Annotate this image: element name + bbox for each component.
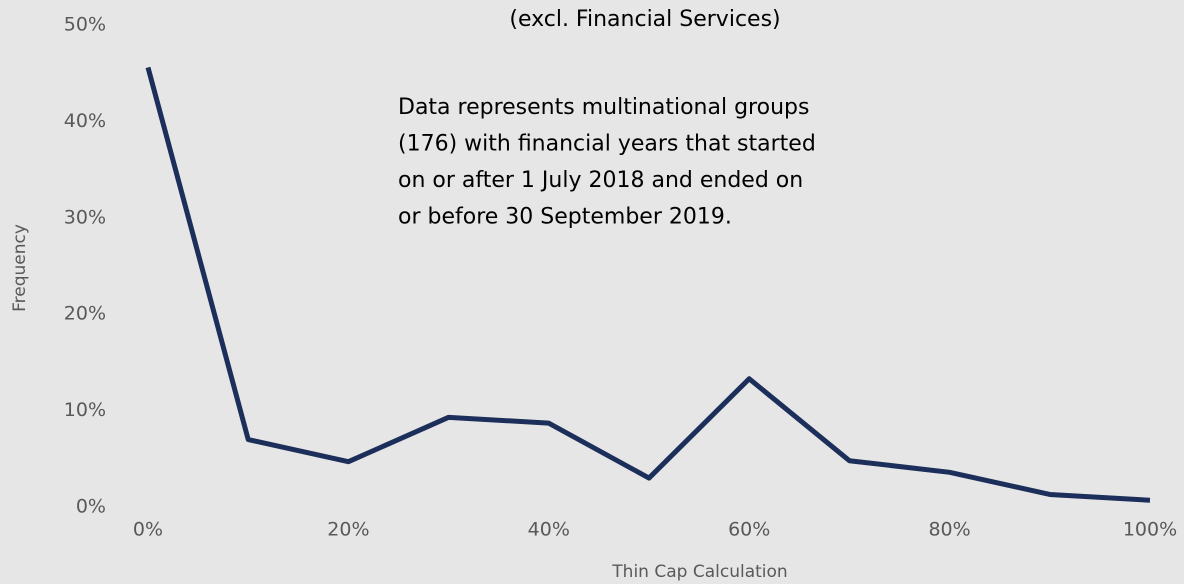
x-tick-label: 60% <box>728 519 770 541</box>
y-tick-label: 20% <box>64 303 106 325</box>
y-tick-label: 10% <box>64 399 106 421</box>
annotation: Data represents multinational groups <box>398 95 809 120</box>
y-tick-label: 40% <box>64 110 106 132</box>
annotation: or before 30 September 2019. <box>398 205 732 230</box>
y-axis-label: Frequency <box>10 224 30 312</box>
x-tick-label: 0% <box>133 519 163 541</box>
y-tick-label: 30% <box>64 206 106 228</box>
x-axis-label: Thin Cap Calculation <box>611 562 787 582</box>
y-tick-label: 50% <box>64 14 106 36</box>
x-tick-label: 100% <box>1123 519 1177 541</box>
x-tick-label: 20% <box>327 519 369 541</box>
data-line <box>145 66 1151 503</box>
y-tick-label: 0% <box>76 496 106 518</box>
x-tick-label: 80% <box>928 519 970 541</box>
annotation: (176) with financial years that started <box>398 132 816 157</box>
annotation: on or after 1 July 2018 and ended on <box>398 168 803 193</box>
x-tick-label: 40% <box>528 519 570 541</box>
chart-title: (excl. Financial Services) <box>509 7 780 32</box>
